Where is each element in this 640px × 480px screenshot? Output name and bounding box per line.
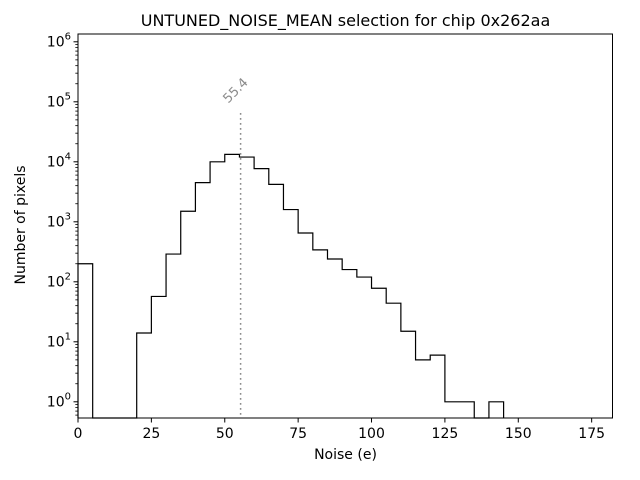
y-axis-label: Number of pixels bbox=[13, 165, 29, 285]
x-tick-label: 75 bbox=[289, 426, 307, 442]
y-tick-label: 106 bbox=[47, 31, 71, 50]
y-tick-label: 100 bbox=[47, 391, 71, 410]
histogram-step-line bbox=[77, 153, 505, 419]
x-tick-label: 100 bbox=[358, 426, 385, 442]
x-tick-label: 175 bbox=[578, 426, 605, 442]
x-tick-label: 50 bbox=[216, 426, 234, 442]
plot-border bbox=[77, 33, 613, 419]
y-tick-label: 101 bbox=[47, 331, 71, 350]
y-tick-label: 104 bbox=[47, 151, 71, 170]
x-axis-label: Noise (e) bbox=[314, 447, 377, 463]
y-tick-label: 103 bbox=[47, 211, 71, 230]
x-tick-label: 25 bbox=[142, 426, 160, 442]
y-tick-label: 102 bbox=[47, 271, 71, 290]
x-tick-label: 0 bbox=[74, 426, 83, 442]
x-tick-label: 125 bbox=[432, 426, 459, 442]
x-tick-label: 150 bbox=[505, 426, 532, 442]
y-tick-label: 105 bbox=[47, 91, 71, 110]
chart-title: UNTUNED_NOISE_MEAN selection for chip 0x… bbox=[140, 11, 551, 30]
